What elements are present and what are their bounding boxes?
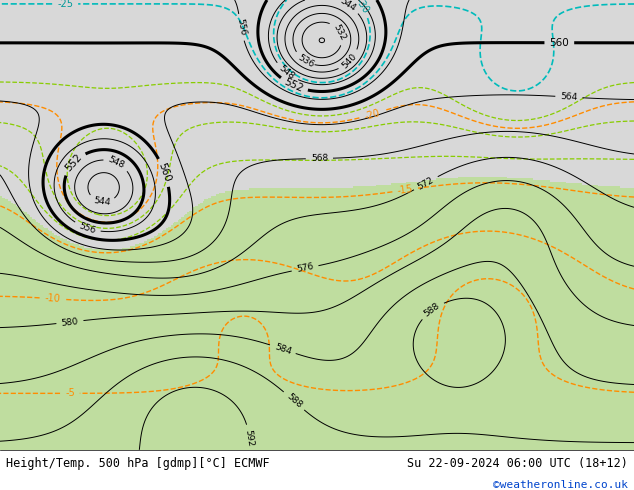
Text: -15: -15 (397, 184, 414, 196)
Text: 580: 580 (61, 317, 79, 327)
Text: 588: 588 (285, 392, 304, 410)
Text: 572: 572 (416, 175, 436, 191)
Text: -20: -20 (363, 107, 381, 122)
Text: 532: 532 (332, 23, 347, 42)
Text: Su 22-09-2024 06:00 UTC (18+12): Su 22-09-2024 06:00 UTC (18+12) (407, 457, 628, 470)
Text: 556: 556 (235, 18, 247, 37)
Text: Height/Temp. 500 hPa [gdmp][°C] ECMWF: Height/Temp. 500 hPa [gdmp][°C] ECMWF (6, 457, 270, 470)
Text: 552: 552 (283, 77, 305, 94)
Text: -5: -5 (65, 388, 75, 398)
Text: 548: 548 (107, 155, 126, 171)
Text: 552: 552 (63, 152, 84, 173)
Text: 544: 544 (93, 196, 111, 207)
Text: 536: 536 (296, 53, 316, 70)
Text: 540: 540 (340, 51, 359, 70)
Text: 544: 544 (339, 0, 358, 13)
Text: -25: -25 (57, 0, 73, 9)
Text: -30: -30 (354, 0, 370, 16)
Text: 568: 568 (311, 154, 328, 163)
Text: 588: 588 (423, 301, 442, 319)
Text: ©weatheronline.co.uk: ©weatheronline.co.uk (493, 480, 628, 490)
Text: 556: 556 (78, 221, 97, 235)
Text: 576: 576 (295, 262, 314, 274)
Text: 548: 548 (277, 64, 296, 81)
Text: 560: 560 (157, 162, 172, 183)
Text: 592: 592 (243, 429, 256, 447)
Text: 564: 564 (560, 92, 578, 102)
Text: 560: 560 (550, 38, 569, 48)
Text: 584: 584 (273, 342, 292, 356)
Text: -10: -10 (44, 293, 61, 304)
